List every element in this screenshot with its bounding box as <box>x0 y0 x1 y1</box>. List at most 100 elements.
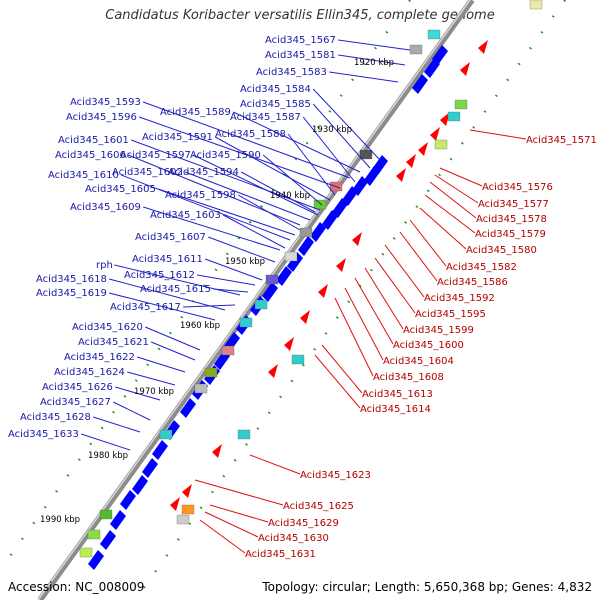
feature-box <box>284 251 298 262</box>
leader-line-forward <box>208 236 276 263</box>
forward-gene-mark <box>120 490 136 510</box>
reverse-gene-mark <box>284 337 294 351</box>
leader-line-forward <box>329 71 399 83</box>
gene-label-reverse: Acid345_1580 <box>466 245 537 256</box>
feature-box <box>159 429 173 440</box>
gene-label-reverse: Acid345_1582 <box>446 262 517 273</box>
gene-label-forward: Acid345_1620 <box>72 322 143 333</box>
reverse-gene-mark <box>478 40 488 54</box>
leader-line-forward <box>158 188 296 236</box>
forward-gene-mark <box>322 210 338 230</box>
leader-line-forward <box>213 288 249 293</box>
leader-line-forward <box>115 386 161 401</box>
reverse-gene-mark <box>406 154 416 168</box>
leader-line-reverse <box>209 504 269 523</box>
feature-box <box>447 111 461 122</box>
gene-label-forward: Acid345_1587 <box>230 112 301 123</box>
gene-label-reverse: Acid345_1625 <box>283 501 354 512</box>
gene-label-forward: Acid345_1585 <box>240 99 311 110</box>
leader-line-reverse <box>344 287 384 361</box>
gene-label-forward: Acid345_1596 <box>66 112 137 123</box>
gene-label-forward: Acid345_1598 <box>165 190 236 201</box>
forward-gene-mark <box>152 440 168 460</box>
reverse-gene-mark <box>336 258 346 272</box>
leader-line-reverse <box>194 479 284 506</box>
gene-label-reverse: Acid345_1592 <box>424 293 495 304</box>
reverse-gene-mark <box>418 142 428 156</box>
kbp-tick-label: 1930 kbp <box>312 125 352 135</box>
gene-label-reverse: Acid345_1579 <box>475 229 546 240</box>
gene-label-reverse: Acid345_1576 <box>482 182 553 193</box>
gene-label-forward: Acid345_1590 <box>190 150 261 161</box>
gene-label-forward: Acid345_1601 <box>58 135 129 146</box>
forward-gene-mark <box>342 186 358 206</box>
feature-box <box>87 529 101 540</box>
leader-line-reverse <box>419 207 467 250</box>
gene-label-reverse: Acid345_1631 <box>245 549 316 560</box>
gene-label-forward: Acid345_1624 <box>54 367 125 378</box>
gene-label-forward: Acid345_1603 <box>150 210 221 221</box>
feature-box <box>434 139 448 150</box>
gene-label-forward: Acid345_1610 <box>48 170 119 181</box>
reverse-gene-mark <box>170 497 180 511</box>
gene-label-forward: Acid345_1588 <box>215 129 286 140</box>
feature-box <box>79 547 93 558</box>
reverse-gene-mark <box>460 62 470 76</box>
leader-line-forward <box>185 171 311 221</box>
feature-box <box>291 354 305 365</box>
kbp-tick-label: 1970 kbp <box>134 387 174 397</box>
gene-label-forward: Acid345_1611 <box>132 254 203 265</box>
forward-gene-mark <box>100 530 116 550</box>
feature-box <box>239 317 253 328</box>
leader-line-reverse <box>321 344 363 394</box>
leader-line-forward <box>137 356 186 373</box>
leader-line-reverse <box>314 354 361 409</box>
gene-label-reverse: Acid345_1578 <box>476 214 547 225</box>
leader-line-forward <box>145 326 201 351</box>
leader-line-forward <box>112 401 151 421</box>
gene-label-forward: Acid345_1581 <box>265 50 336 61</box>
leader-line-reverse <box>434 174 479 204</box>
gene-label-reverse: Acid345_1608 <box>373 372 444 383</box>
gene-label-reverse: Acid345_1629 <box>268 518 339 529</box>
leader-line-reverse <box>409 219 447 267</box>
leader-line-reverse <box>364 267 404 330</box>
gene-label-reverse: Acid345_1604 <box>383 356 454 367</box>
reverse-gene-mark <box>440 112 450 126</box>
leader-line-forward <box>131 139 321 211</box>
feature-box <box>427 29 441 40</box>
gene-label-forward: Acid345_1594 <box>168 167 239 178</box>
leader-line-forward <box>338 39 411 51</box>
feature-box <box>313 199 327 210</box>
leader-line-forward <box>192 154 319 216</box>
leader-line-forward <box>143 206 281 251</box>
kbp-tick-labels: 1920 kbp 1930 kbp 1940 kbp 1950 kbp 1960 kbp… <box>40 58 394 525</box>
gene-label-forward: Acid345_1621 <box>78 337 149 348</box>
forward-gene-mark <box>132 475 148 495</box>
genome-backbone-highlight <box>37 0 471 600</box>
gene-label-forward: Acid345_1622 <box>64 352 135 363</box>
reverse-gene-mark <box>430 127 440 141</box>
feature-box <box>237 429 251 440</box>
leader-line-forward <box>214 136 331 201</box>
leader-line-forward <box>302 116 356 183</box>
forward-gene-mark <box>88 550 104 570</box>
leader-line-forward <box>338 54 406 66</box>
leader-line-reverse <box>429 181 477 219</box>
reverse-gene-mark <box>300 310 310 324</box>
leader-line-reverse <box>399 231 438 282</box>
feature-box <box>204 367 218 378</box>
gene-label-reverse: Acid345_1623 <box>300 470 371 481</box>
gene-label-reverse: Acid345_1614 <box>360 404 431 415</box>
gene-label-forward: Acid345_1627 <box>40 397 111 408</box>
kbp-tick-label: 1950 kbp <box>225 257 265 267</box>
forward-gene-mark <box>364 166 380 186</box>
feature-box <box>181 504 195 515</box>
leader-line-reverse <box>439 167 483 187</box>
forward-gene-mark <box>110 510 126 530</box>
feature-box <box>221 345 235 356</box>
gene-label-forward: rph <box>96 260 113 271</box>
forward-gene-mark <box>412 74 428 94</box>
accession-text: Accession: NC_008009 <box>8 580 145 594</box>
label-leader-lines <box>81 39 527 554</box>
